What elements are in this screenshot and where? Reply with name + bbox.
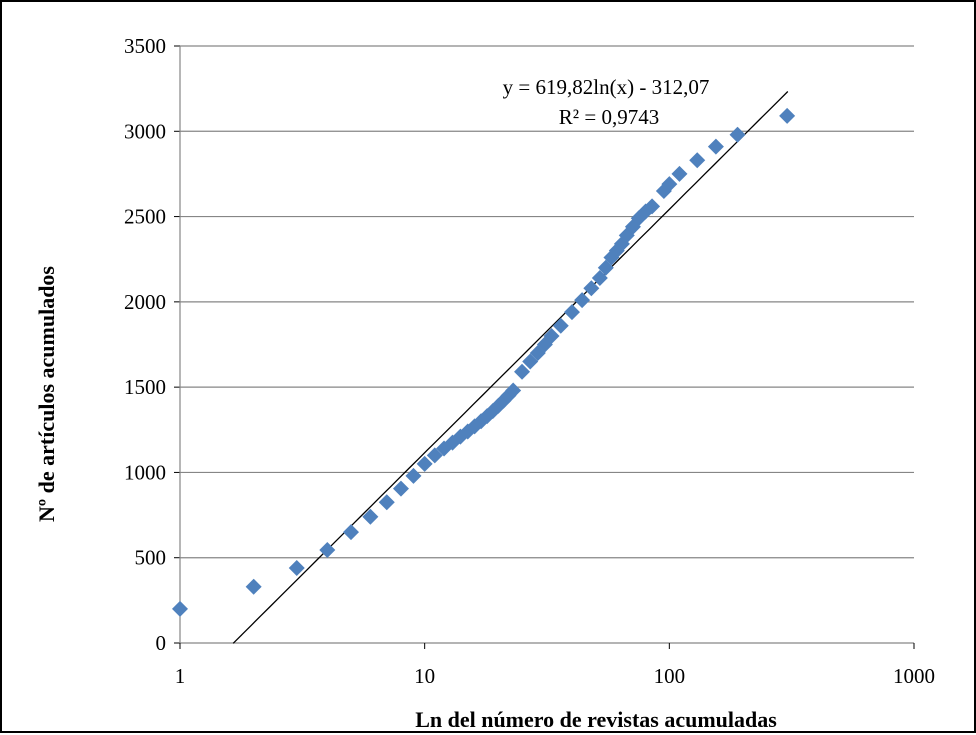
y-tick-label-3000: 3000 [124, 119, 166, 143]
data-point [416, 455, 433, 472]
data-point [514, 363, 531, 380]
x-tick-label-1: 1 [175, 664, 186, 688]
trendline-equation: y = 619,82ln(x) - 312,07 [503, 75, 710, 99]
grid-lines [180, 45, 914, 559]
data-point [319, 542, 336, 559]
y-axis-title: Nº de artículos acumulados [34, 266, 59, 522]
data-point [245, 578, 262, 595]
axes [174, 45, 915, 649]
data-point [392, 480, 409, 497]
data-point [552, 317, 569, 334]
data-point [505, 382, 522, 399]
trendline-layer [232, 91, 789, 644]
data-point [563, 304, 580, 321]
data-point [574, 292, 591, 309]
trendline [232, 91, 789, 644]
y-tick-label-1500: 1500 [124, 375, 166, 399]
data-point [689, 152, 706, 169]
data-point [779, 107, 796, 124]
data-point [405, 467, 422, 484]
data-point [426, 447, 443, 464]
data-points [172, 107, 796, 617]
y-tick-label-0: 0 [156, 631, 167, 655]
data-point [343, 524, 360, 541]
data-point [522, 353, 539, 370]
data-point [172, 600, 188, 617]
data-point [543, 327, 560, 344]
data-point [661, 176, 678, 193]
x-axis-title: Ln del número de revistas acumuladas [415, 707, 777, 732]
y-tick-label-2000: 2000 [124, 290, 166, 314]
y-tick-label-500: 500 [135, 546, 167, 570]
data-point [591, 269, 608, 286]
y-tick-label-3500: 3500 [124, 34, 166, 58]
x-tick-label-100: 100 [654, 664, 686, 688]
data-point [500, 387, 517, 404]
r-squared-label: R² = 0,9743 [559, 105, 659, 129]
data-point [362, 508, 379, 525]
data-point [378, 494, 395, 511]
x-tick-label-10: 10 [414, 664, 435, 688]
data-point [583, 280, 600, 297]
y-tick-label-2500: 2500 [124, 205, 166, 229]
data-point [644, 198, 661, 215]
data-point [288, 559, 305, 576]
data-point [707, 138, 724, 155]
tick-labels: 0 500 1000 1500 2000 2500 3000 3500 1 10 100 1000 [124, 34, 935, 688]
data-point [729, 126, 746, 143]
x-tick-label-1000: 1000 [893, 664, 935, 688]
data-point [671, 165, 688, 182]
y-tick-label-1000: 1000 [124, 460, 166, 484]
